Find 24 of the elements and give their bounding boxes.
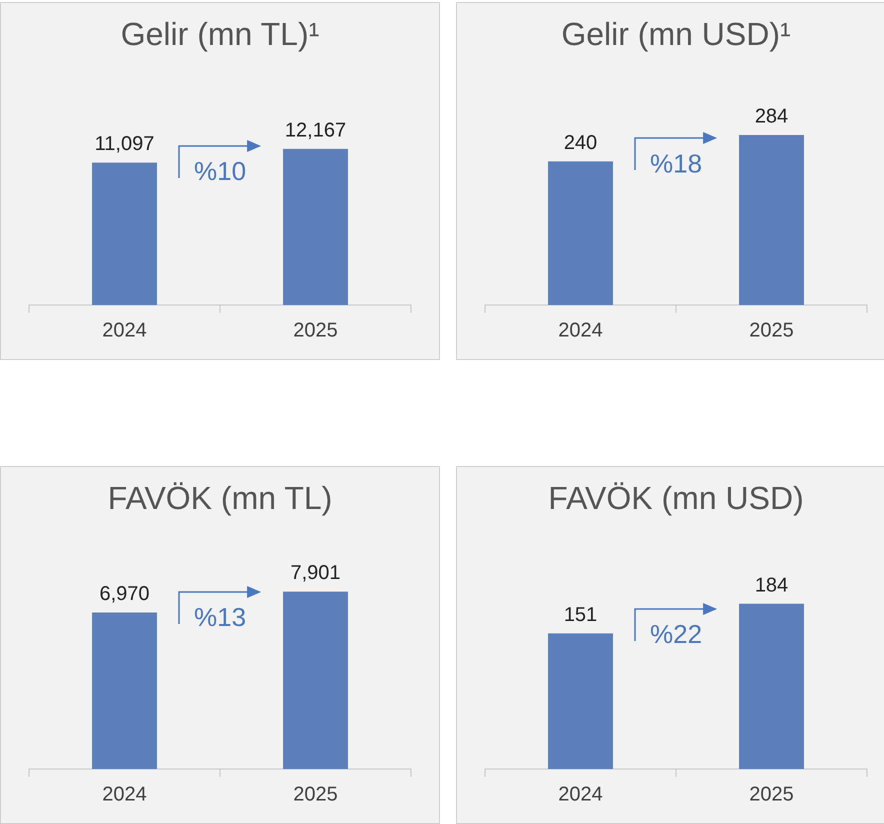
annotation: %10 <box>194 156 246 186</box>
x-tick-label: 2024 <box>558 320 603 342</box>
data-label: 7,901 <box>290 562 341 584</box>
chart-title: Gelir (mn USD)¹ <box>561 16 791 52</box>
data-label: 284 <box>754 105 788 128</box>
x-tick-label: 2025 <box>293 320 338 342</box>
x-tick-label: 2024 <box>102 320 147 342</box>
chart-title: FAVÖK (mn TL) <box>108 480 332 516</box>
data-label: 184 <box>754 574 788 596</box>
annotation: %18 <box>650 148 702 178</box>
chart-title: FAVÖK (mn USD) <box>548 480 804 516</box>
data-label: 240 <box>564 132 598 154</box>
x-tick-label: 2024 <box>102 784 147 806</box>
data-label: 11,097 <box>94 133 154 156</box>
annotation: %13 <box>194 602 246 632</box>
chart-title: Gelir (mn TL)¹ <box>120 16 320 52</box>
x-tick-label: 2024 <box>558 784 603 806</box>
data-label: 12,167 <box>284 119 346 142</box>
x-tick-label: 2025 <box>749 320 794 342</box>
data-label: 6,970 <box>99 583 150 606</box>
x-tick-label: 2025 <box>293 784 338 806</box>
annotation: %22 <box>650 618 702 649</box>
data-label: 151 <box>564 604 598 626</box>
x-tick-label: 2025 <box>749 784 794 806</box>
